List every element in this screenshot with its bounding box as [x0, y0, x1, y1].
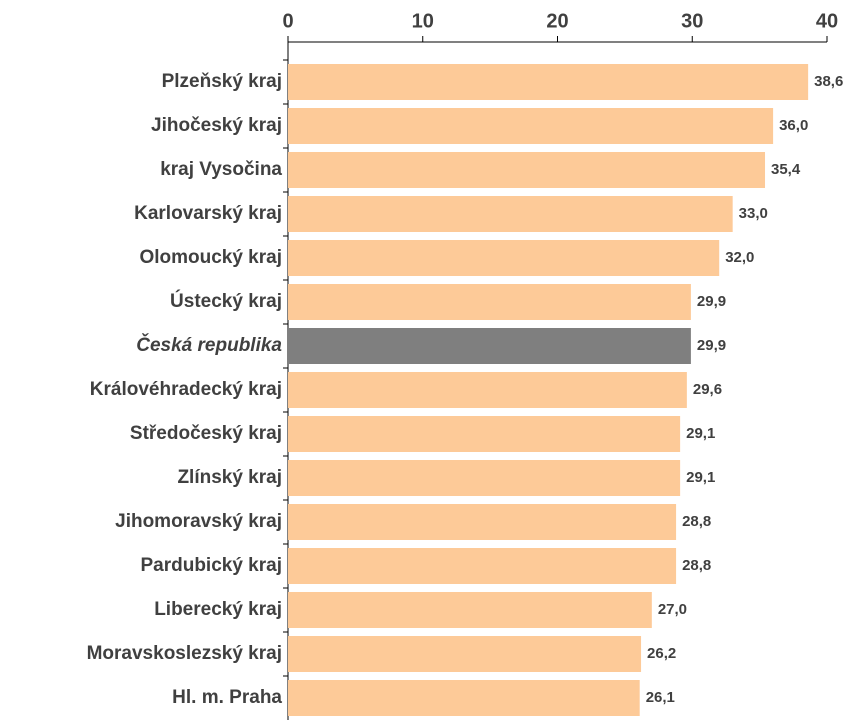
bar [288, 592, 652, 628]
bar [288, 196, 733, 232]
x-tick-label: 0 [282, 10, 293, 32]
category-label: Zlínský kraj [177, 467, 282, 488]
category-label: Královéhradecký kraj [90, 379, 282, 400]
category-label: Liberecký kraj [154, 599, 282, 620]
category-label: kraj Vysočina [160, 159, 282, 180]
category-label: Středočeský kraj [130, 423, 282, 444]
bar [288, 460, 681, 496]
value-label: 29,9 [697, 293, 726, 310]
x-tick-label: 40 [816, 10, 838, 32]
value-label: 29,1 [686, 425, 715, 442]
value-label: 28,8 [682, 513, 711, 530]
bar [288, 372, 687, 408]
category-label: Olomoucký kraj [139, 247, 282, 268]
category-label: Jihomoravský kraj [115, 511, 282, 532]
value-label: 29,6 [693, 381, 722, 398]
value-label: 35,4 [771, 161, 801, 178]
category-label: Karlovarský kraj [134, 203, 282, 224]
category-label: Jihočeský kraj [151, 115, 282, 136]
bar [288, 64, 809, 100]
category-label: Pardubický kraj [140, 555, 282, 576]
bar [288, 416, 681, 452]
category-label: Hl. m. Praha [172, 687, 282, 708]
value-label: 27,0 [658, 601, 687, 618]
bar [288, 328, 691, 364]
bar [288, 548, 677, 584]
x-tick-label: 30 [681, 10, 703, 32]
bar [288, 636, 642, 672]
value-label: 38,6 [814, 73, 843, 90]
bar [288, 680, 640, 716]
value-label: 32,0 [725, 249, 754, 266]
bar [288, 108, 774, 144]
bar [288, 504, 677, 540]
category-label: Česká republika [136, 334, 282, 356]
value-label: 26,2 [647, 645, 676, 662]
category-label: Plzeňský kraj [162, 71, 282, 92]
category-label: Ústecký kraj [170, 290, 282, 312]
value-label: 33,0 [739, 205, 768, 222]
value-label: 28,8 [682, 557, 711, 574]
category-label: Moravskoslezský kraj [87, 643, 282, 664]
value-label: 26,1 [646, 689, 675, 706]
x-tick-label: 20 [546, 10, 568, 32]
bar [288, 240, 720, 276]
bar [288, 284, 691, 320]
value-label: 29,9 [697, 337, 726, 354]
bar [288, 152, 766, 188]
value-label: 29,1 [686, 469, 715, 486]
value-label: 36,0 [779, 117, 808, 134]
x-tick-label: 10 [412, 10, 434, 32]
